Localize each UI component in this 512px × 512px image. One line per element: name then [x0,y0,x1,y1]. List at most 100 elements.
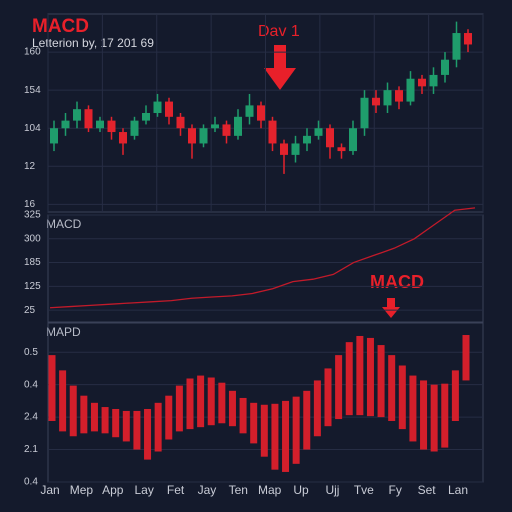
y-tick-label: 2.1 [24,444,38,455]
histogram-bar [303,390,311,450]
histogram-bar [90,402,98,432]
candle-body [268,120,277,144]
candle-body [50,128,58,144]
histogram-bar [366,337,374,417]
candle-body [188,128,196,144]
candle-body [360,97,369,129]
y-tick-label: 2.4 [24,412,38,423]
histogram-bar [324,368,332,427]
y-tick-label: 300 [24,233,41,244]
candle-body [257,105,265,121]
x-tick-label: Map [258,483,282,497]
candle-body [130,120,139,136]
histogram-bar [250,402,258,444]
histogram-bar [282,400,290,472]
histogram-bar [165,395,173,440]
candle-body [222,124,231,136]
candle-body [211,124,219,129]
histogram-bar [451,370,459,421]
histogram-bar [239,397,247,434]
y-tick-label: 325 [24,210,41,221]
candle-body [73,109,81,121]
candle-body [119,132,127,144]
macd-line [49,207,476,309]
candle-body [107,120,116,133]
histogram-bar [441,383,449,448]
histogram-bar [430,384,438,452]
annotation-arrow [264,45,296,90]
histogram-bar [313,380,321,437]
histogram-bar [218,382,226,424]
histogram-bar [228,390,236,427]
candle-body [61,120,70,129]
candle-body [337,147,346,152]
x-tick-label: Set [418,483,437,497]
histogram-bar [356,335,364,416]
histogram-bar [112,408,120,438]
x-tick-label: App [102,483,124,497]
candle-body [383,90,392,106]
histogram-bar [292,396,300,464]
x-tick-label: Fet [167,483,185,497]
candle-body [418,78,426,87]
candle-body [349,128,357,152]
candle-body [429,74,438,87]
x-tick-label: Jan [40,483,59,497]
histogram-bar [462,335,470,381]
candle-body [326,128,334,148]
y-tick-label: 125 [24,281,41,292]
candle-body [234,116,242,136]
candle-body [176,116,185,129]
histogram-bar [377,345,385,418]
y-tick-label: 16 [24,199,36,210]
x-tick-label: Mep [70,483,94,497]
y-tick-label: 12 [24,161,36,172]
candle-body [314,128,323,136]
panel-title: MAPD [46,325,81,339]
histogram-bar [59,370,67,432]
candle-body [153,101,162,113]
histogram-bar [122,410,130,442]
x-tick-label: Ujj [325,483,339,497]
y-tick-label: 0.4 [24,477,38,488]
candle-body [406,78,415,102]
y-tick-label: 160 [24,47,41,58]
x-tick-label: Tve [354,483,374,497]
x-tick-label: Up [293,483,309,497]
annotation: Dav 1 [258,23,300,40]
histogram-bar [101,407,109,434]
y-tick-label: 0.4 [24,379,38,390]
candle-body [395,90,403,102]
candle-body [372,97,380,106]
x-tick-label: Jay [198,483,217,497]
y-tick-label: 104 [24,123,41,134]
y-tick-label: 25 [24,305,36,316]
histogram-bar [345,342,353,416]
candle-body [452,33,461,60]
histogram-bar [260,404,268,457]
histogram-bar [133,410,141,450]
histogram-bar [186,378,194,430]
x-tick-label: Ten [229,483,248,497]
histogram-bar [197,375,205,428]
candle-body [199,128,208,144]
histogram-bar [80,395,88,434]
annotation: MACD [370,272,424,292]
x-tick-label: Lan [448,483,468,497]
histogram-bar [175,385,183,432]
candle-body [291,143,300,155]
candle-body [441,59,449,75]
x-tick-label: Lay [134,483,153,497]
y-tick-label: 185 [24,257,41,268]
candle-body [84,109,93,129]
histogram-bar [398,365,406,430]
candle-body [280,143,288,155]
histogram-bar [69,385,77,437]
chart-subtitle: Letterion by, 17 201 69 [32,36,154,50]
y-tick-label: 0.5 [24,347,38,358]
histogram-bar [48,355,56,421]
candle-body [142,113,150,121]
annotation-arrow [382,298,400,318]
x-tick-label: Fy [389,483,402,497]
